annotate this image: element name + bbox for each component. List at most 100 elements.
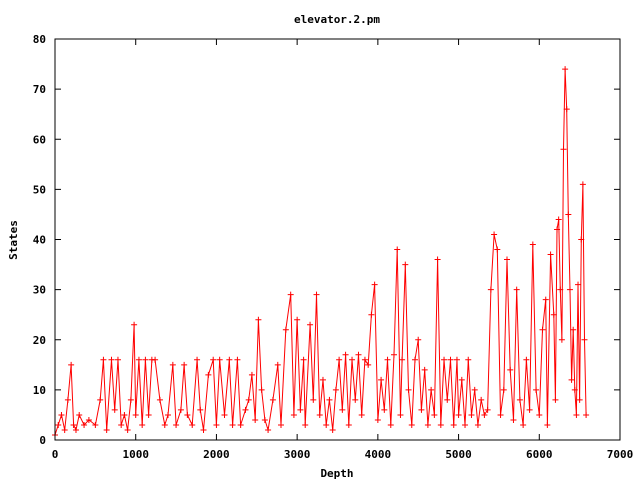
axis-ticks: 0 1000 2000 3000 4000 5000 6000 7000 0 10 20 30 40 50… (33, 33, 634, 461)
data-point-marker (415, 336, 422, 343)
data-point-marker (297, 406, 304, 413)
data-point-marker (408, 421, 415, 428)
data-point-marker (504, 256, 510, 263)
x-tick-label: 7000 (607, 448, 634, 461)
data-point-marker (165, 411, 171, 418)
data-point-marker (58, 411, 65, 418)
data-point-marker (234, 356, 241, 363)
data-point-marker (345, 421, 352, 428)
data-point-marker (374, 416, 381, 423)
data-point-marker (552, 396, 559, 403)
data-point-marker (61, 426, 68, 433)
data-point-marker (391, 351, 397, 358)
data-point-marker (510, 416, 517, 423)
data-point-marker (402, 261, 409, 268)
data-point-marker (557, 286, 564, 293)
data-point-marker (237, 421, 244, 428)
y-tick-label: 70 (33, 83, 46, 96)
data-point-marker (242, 406, 249, 413)
y-tick-label: 60 (33, 133, 46, 146)
data-point-marker (516, 396, 523, 403)
data-point-marker (145, 411, 152, 418)
y-tick-label: 50 (33, 183, 46, 196)
data-point-marker (384, 356, 391, 363)
data-point-marker (539, 326, 546, 333)
data-point-marker (177, 406, 184, 413)
data-point-marker (156, 396, 163, 403)
x-tick-label: 1000 (122, 448, 149, 461)
data-point-marker (342, 351, 349, 358)
data-point-marker (411, 356, 418, 363)
data-point-marker (189, 421, 196, 428)
x-tick-label: 3000 (284, 448, 311, 461)
data-point-marker (255, 316, 262, 323)
data-point-marker (453, 356, 460, 363)
data-point-marker (307, 321, 314, 328)
data-point-marker (114, 356, 121, 363)
data-point-marker (355, 351, 362, 358)
data-point-marker (173, 421, 180, 428)
data-point-marker (478, 396, 485, 403)
x-tick-label: 4000 (365, 448, 392, 461)
data-point-marker (226, 356, 233, 363)
data-point-marker (571, 386, 578, 393)
data-point-marker (523, 356, 530, 363)
data-point-marker (55, 421, 62, 428)
data-point-marker (397, 411, 404, 418)
y-tick-label: 30 (33, 284, 46, 297)
data-point-marker (578, 236, 585, 243)
y-tick-label: 0 (39, 434, 46, 447)
data-point-marker (465, 356, 472, 363)
data-point-marker (576, 396, 583, 403)
data-point-marker (319, 376, 326, 383)
data-point-marker (316, 411, 323, 418)
data-point-marker (368, 311, 375, 318)
data-point-marker (533, 386, 540, 393)
data-point-marker (468, 411, 475, 418)
data-point-marker (213, 421, 220, 428)
data-point-marker (573, 411, 580, 418)
data-point-marker (421, 366, 428, 373)
data-point-marker (568, 376, 575, 383)
data-point-marker (358, 411, 365, 418)
data-point-marker (550, 311, 557, 318)
data-point-marker (536, 411, 543, 418)
data-point-marker (290, 411, 297, 418)
data-point-marker (135, 356, 142, 363)
data-point-marker (558, 336, 565, 343)
x-tick-label: 2000 (203, 448, 230, 461)
data-point-marker (405, 386, 412, 393)
data-point-marker (418, 406, 425, 413)
data-point-marker (92, 421, 99, 428)
y-tick-label: 40 (33, 234, 46, 247)
data-point-marker (100, 356, 107, 363)
data-point-marker (300, 356, 307, 363)
data-point-marker (365, 361, 372, 368)
data-point-marker (278, 421, 284, 428)
data-point-marker (371, 281, 378, 288)
data-point-marker (121, 411, 128, 418)
data-point-marker (434, 256, 441, 263)
data-point-marker (484, 406, 491, 413)
data-point-marker (210, 356, 217, 363)
data-point-marker (258, 386, 265, 393)
data-point-marker (194, 356, 201, 363)
data-point-marker (64, 396, 71, 403)
data-point-marker (560, 146, 567, 153)
data-point-marker (547, 251, 554, 258)
y-tick-label: 10 (33, 384, 46, 397)
data-point-marker (487, 286, 494, 293)
plot-area (52, 66, 590, 438)
data-point-marker (481, 411, 488, 418)
x-tick-label: 6000 (526, 448, 553, 461)
data-point-marker (349, 356, 356, 363)
data-point-marker (169, 361, 176, 368)
data-point-marker (428, 386, 435, 393)
data-point-marker (462, 421, 469, 428)
data-point-marker (294, 316, 301, 323)
data-point-marker (544, 421, 551, 428)
data-point-marker (570, 326, 577, 333)
data-point-marker (245, 396, 252, 403)
data-point-marker (529, 241, 536, 248)
data-point-marker (497, 411, 504, 418)
